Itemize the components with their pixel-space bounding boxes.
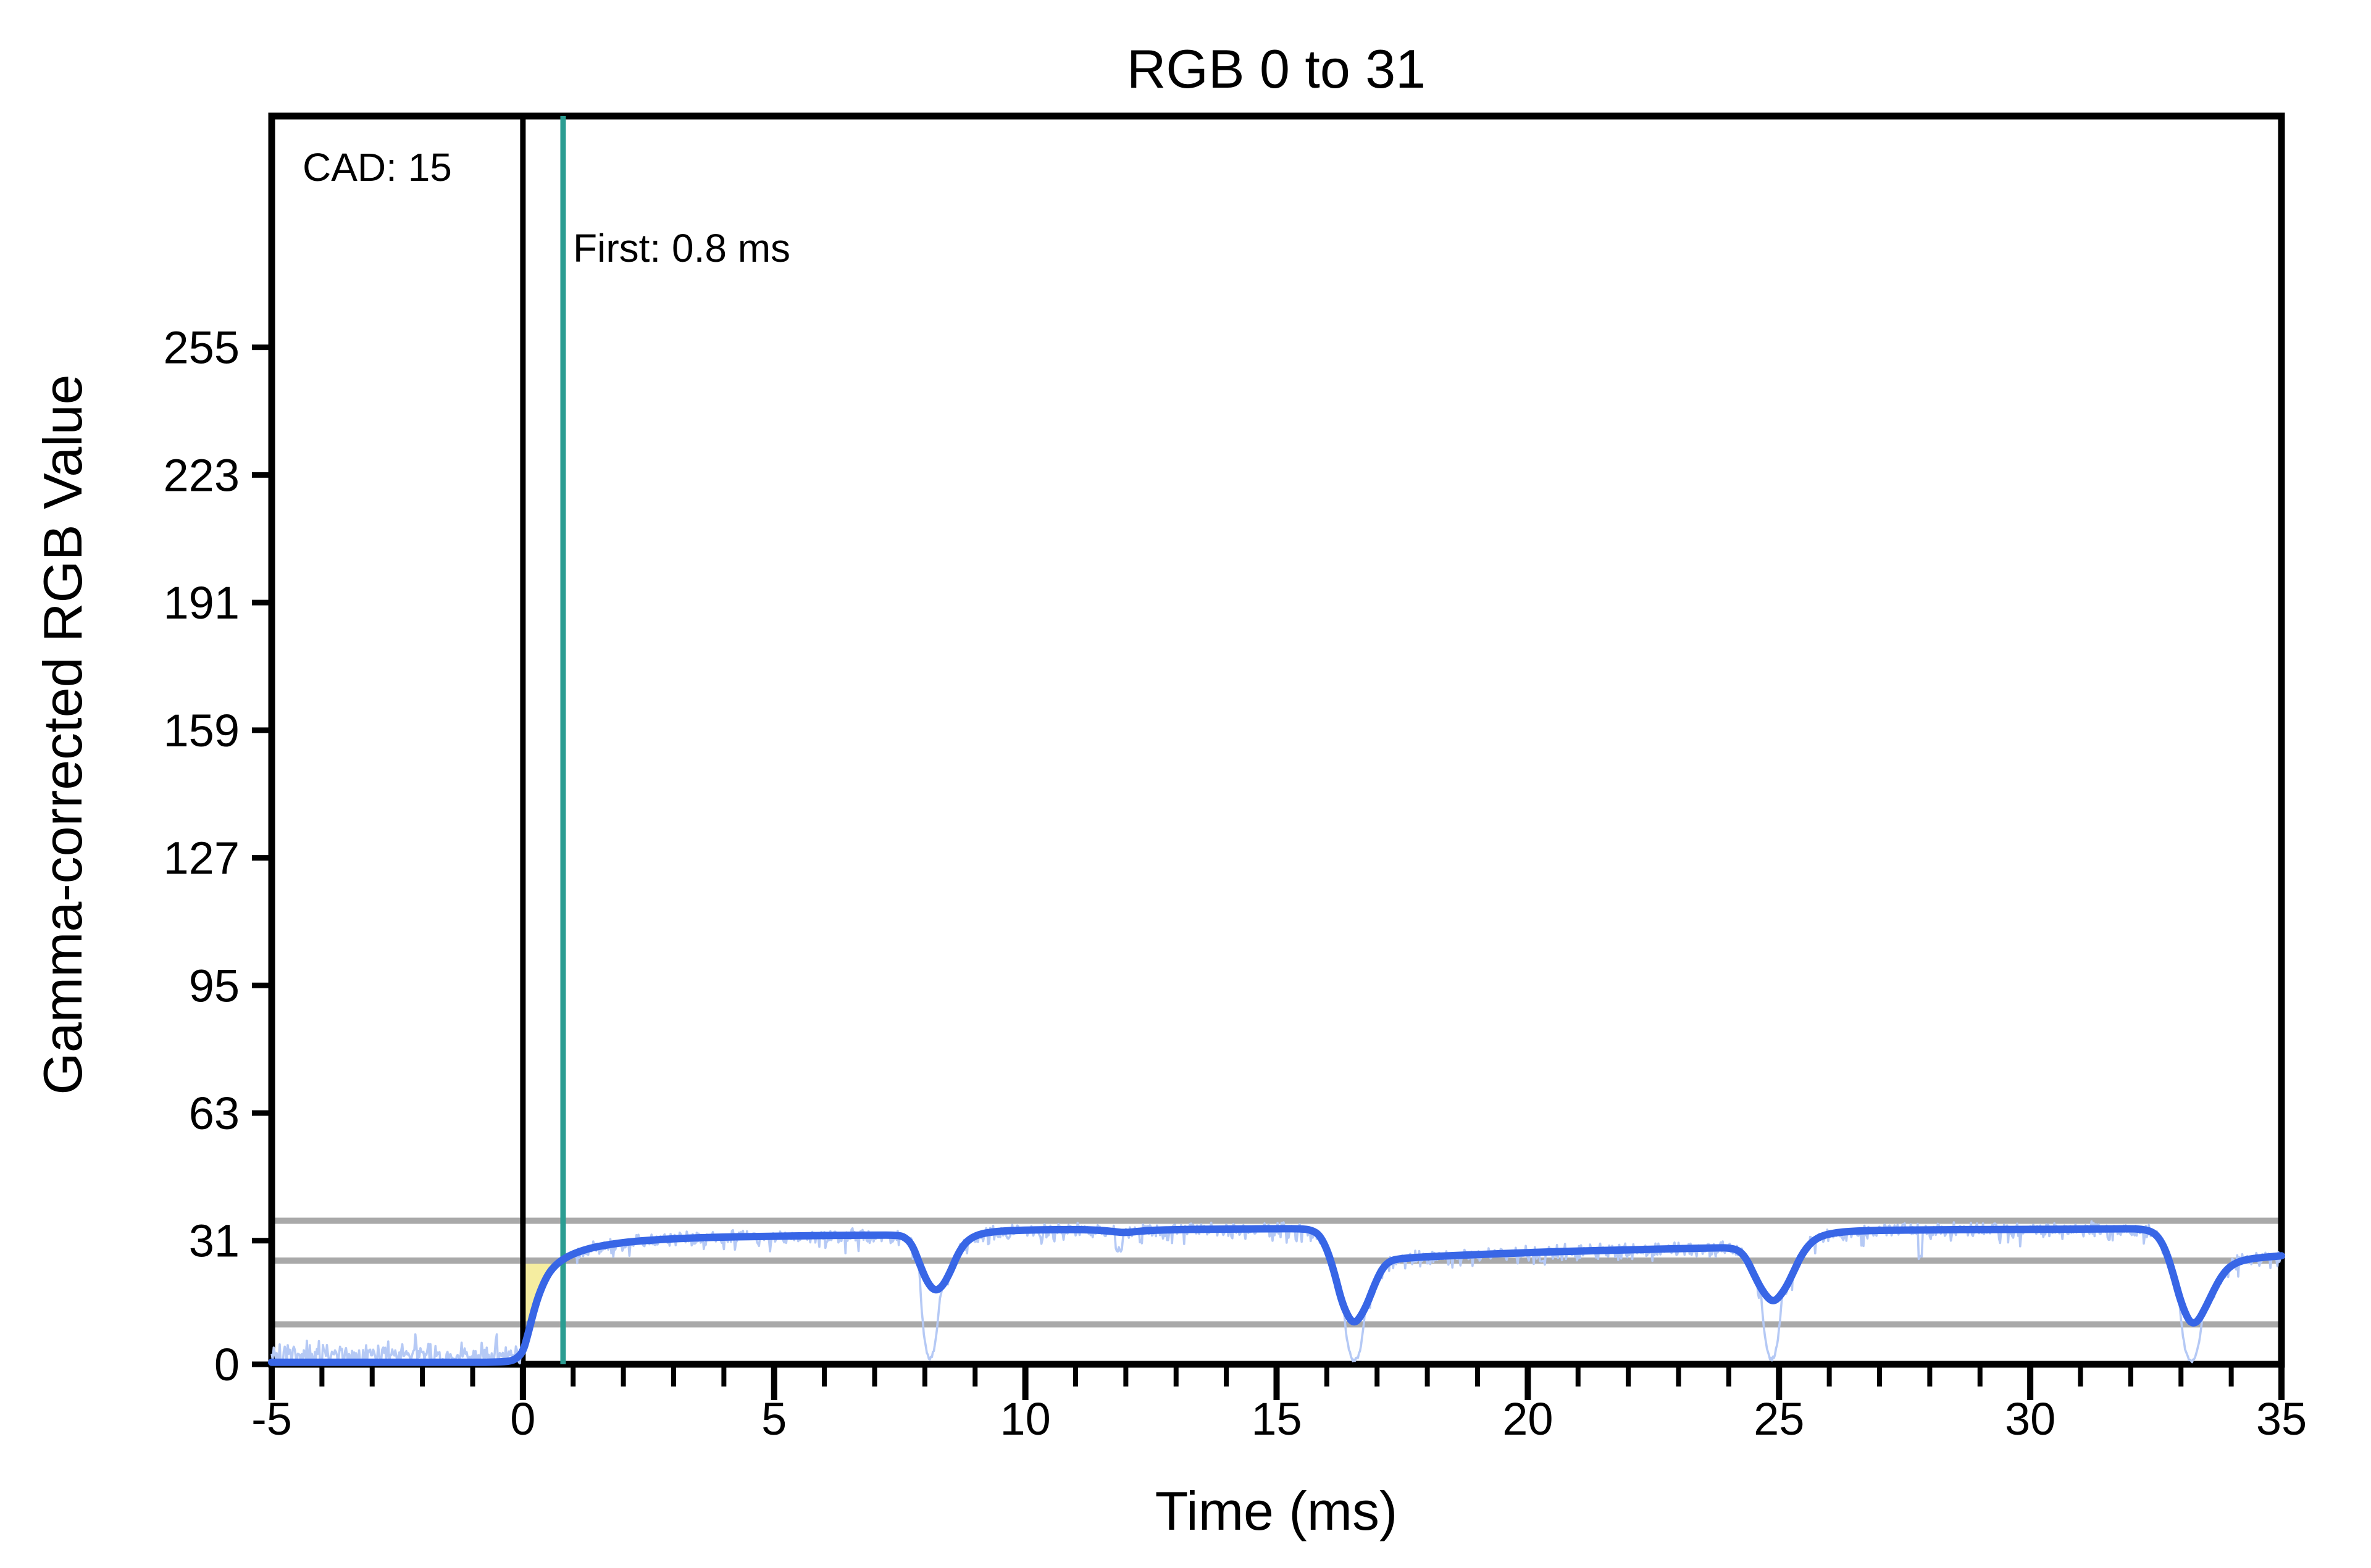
y-axis-title: Gamma-corrected RGB Value (32, 374, 93, 1095)
x-tick-label: 20 (1502, 1393, 1553, 1445)
y-tick-label: 0 (214, 1339, 240, 1390)
y-tick-label: 31 (189, 1216, 240, 1267)
y-tick-label: 63 (189, 1088, 240, 1139)
x-tick-label: 15 (1251, 1393, 1302, 1445)
first-response-annotation: First: 0.8 ms (573, 226, 790, 270)
y-tick-label: 127 (164, 833, 240, 884)
x-tick-label: 35 (2256, 1393, 2307, 1445)
y-tick-label: 159 (164, 705, 240, 756)
smoothed-trace-layer (268, 1225, 2285, 1366)
y-tick-label: 95 (189, 960, 240, 1011)
y-tick-label: 191 (164, 577, 240, 628)
y-tick-label: 223 (164, 449, 240, 501)
tolerance-lines-layer (272, 1217, 2281, 1328)
response-fill-layer (522, 1261, 561, 1353)
x-tick-label: 25 (1754, 1393, 1804, 1445)
cad-annotation: CAD: 15 (303, 145, 452, 190)
marker-lines-layer (520, 116, 566, 1364)
x-tick-label: 0 (510, 1393, 535, 1445)
response-area-fill (522, 1261, 561, 1353)
raw-trace-layer (270, 1220, 2283, 1366)
x-tick-label: 30 (2005, 1393, 2055, 1445)
plot-border-layer (268, 112, 2285, 1368)
x-axis-title: Time (ms) (1155, 1480, 1398, 1541)
smoothed-trace (268, 1225, 2285, 1366)
x-tick-label: -5 (251, 1393, 292, 1445)
raw-trace (270, 1220, 2283, 1366)
y-tick-label: 255 (164, 322, 240, 373)
x-tick-label: 10 (1000, 1393, 1050, 1445)
plot-border (268, 112, 2285, 1368)
chart-title: RGB 0 to 31 (1127, 38, 1426, 99)
x-tick-label: 5 (761, 1393, 787, 1445)
